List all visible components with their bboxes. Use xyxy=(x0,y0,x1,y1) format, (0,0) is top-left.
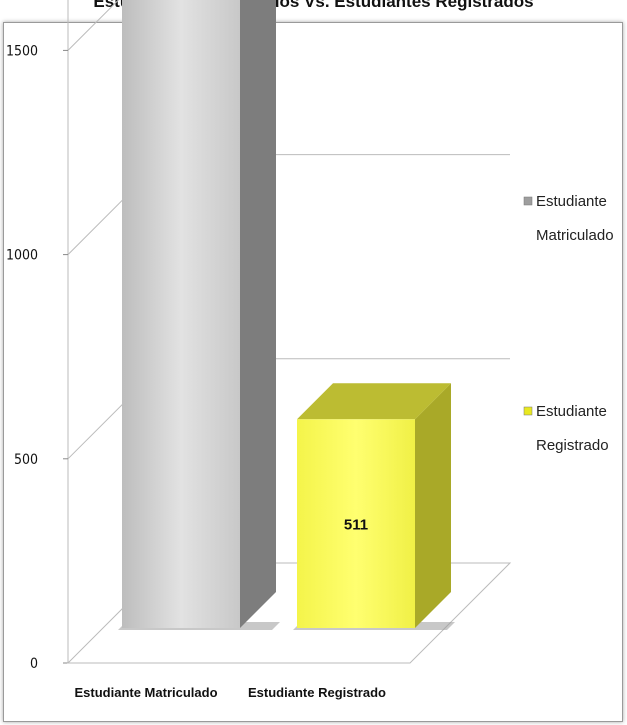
legend-label-0-0: Estudiante xyxy=(536,193,607,210)
bar-1 xyxy=(297,419,415,628)
legend-label-1-0: Estudiante xyxy=(536,403,607,420)
legend-swatch-0 xyxy=(523,196,533,206)
x-tick-label-1: Estudiante Registrado xyxy=(248,685,386,700)
y-tick-label-2: 1000 xyxy=(6,248,38,264)
bars-layer xyxy=(118,0,455,630)
gridline-diagonal-3 xyxy=(67,0,120,51)
legend-label-1-1: Registrado xyxy=(536,437,609,454)
bar-0 xyxy=(122,0,240,628)
legend-label-0-1: Matriculado xyxy=(536,227,614,244)
labels-layer: 050010001500200025002328Estudiante Matri… xyxy=(6,43,386,700)
bar-side-1 xyxy=(415,383,451,628)
bar-top-1 xyxy=(297,383,451,420)
bar-side-0 xyxy=(240,0,276,628)
chart-frame xyxy=(3,22,623,722)
legend-swatch-1 xyxy=(523,406,533,416)
chart-title: Estudiantes Matriculados Vs. Estudiantes… xyxy=(93,0,534,11)
data-label-1: 511 xyxy=(344,517,368,534)
y-tick-label-1: 500 xyxy=(14,452,38,468)
x-tick-label-0: Estudiante Matriculado xyxy=(74,685,217,700)
y-tick-label-3: 1500 xyxy=(6,43,38,59)
y-tick-label-0: 0 xyxy=(30,656,38,672)
legend: Estudiante Matriculado Estudiante Registrad… xyxy=(523,193,614,454)
